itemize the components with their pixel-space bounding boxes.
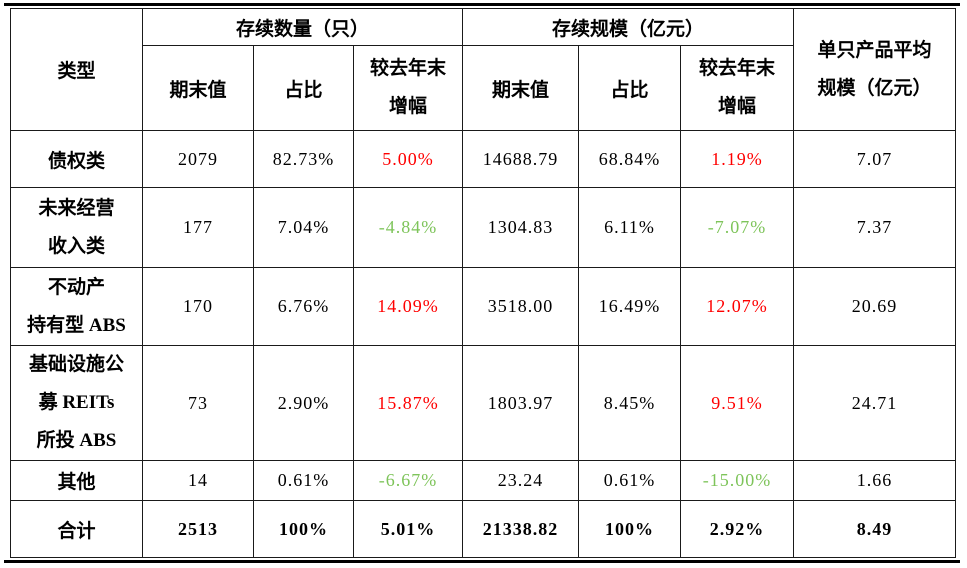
cell-scale-growth: -15.00% xyxy=(680,460,795,501)
cell-count-share: 6.76% xyxy=(253,267,354,346)
cell-scale-end: 3518.00 xyxy=(462,267,580,346)
cell-scale-growth: -7.07% xyxy=(680,187,795,268)
cell-scale-end: 21338.82 xyxy=(462,500,580,558)
cell-scale-share: 68.84% xyxy=(578,130,682,188)
column-header-count-growth: 较去年末 增幅 xyxy=(352,45,464,131)
table-row: 未来经营 收入类 177 7.04% -4.84% 1304.83 6.11% … xyxy=(10,187,957,268)
cell-count-end: 2513 xyxy=(142,500,254,558)
cell-avg-size: 20.69 xyxy=(793,267,957,346)
cell-scale-share: 100% xyxy=(578,500,682,558)
table-row: 不动产 持有型 ABS 170 6.76% 14.09% 3518.00 16.… xyxy=(10,267,957,346)
cell-scale-growth: 12.07% xyxy=(680,267,795,346)
column-header-count-share: 占比 xyxy=(253,45,354,131)
column-header-count-end: 期末值 xyxy=(142,45,254,131)
cell-avg-size: 1.66 xyxy=(793,460,957,501)
cell-scale-growth: 1.19% xyxy=(680,130,795,188)
bottom-rule xyxy=(4,560,960,563)
cell-count-growth: -6.67% xyxy=(352,460,464,501)
cell-scale-growth: 2.92% xyxy=(680,500,795,558)
cell-scale-share: 16.49% xyxy=(578,267,682,346)
cell-count-end: 177 xyxy=(142,187,254,268)
cell-count-growth: -4.84% xyxy=(352,187,464,268)
cell-count-share: 7.04% xyxy=(253,187,354,268)
column-header-scale-share: 占比 xyxy=(578,45,682,131)
cell-avg-size: 7.37 xyxy=(793,187,957,268)
column-group-scale: 存续规模（亿元） xyxy=(462,8,795,46)
cell-count-share: 0.61% xyxy=(253,460,354,501)
column-header-scale-growth: 较去年末 增幅 xyxy=(680,45,795,131)
cell-count-end: 2079 xyxy=(142,130,254,188)
table-row-total: 合计 2513 100% 5.01% 21338.82 100% 2.92% 8… xyxy=(10,500,957,558)
cell-scale-end: 23.24 xyxy=(462,460,580,501)
cell-scale-end: 14688.79 xyxy=(462,130,580,188)
cell-avg-size: 8.49 xyxy=(793,500,957,558)
table-row: 基础设施公 募 REITs 所投 ABS 73 2.90% 15.87% 180… xyxy=(10,345,957,461)
table-row: 其他 14 0.61% -6.67% 23.24 0.61% -15.00% 1… xyxy=(10,460,957,501)
cell-count-share: 82.73% xyxy=(253,130,354,188)
cell-count-growth: 5.00% xyxy=(352,130,464,188)
row-label: 基础设施公 募 REITs 所投 ABS xyxy=(10,345,143,461)
cell-count-end: 73 xyxy=(142,345,254,461)
column-header-avg-size: 单只产品平均 规模（亿元） xyxy=(793,8,957,131)
cell-count-growth: 14.09% xyxy=(352,267,464,346)
cell-count-growth: 15.87% xyxy=(352,345,464,461)
cell-avg-size: 24.71 xyxy=(793,345,957,461)
cell-avg-size: 7.07 xyxy=(793,130,957,188)
row-label: 不动产 持有型 ABS xyxy=(10,267,143,346)
table-row: 债权类 2079 82.73% 5.00% 14688.79 68.84% 1.… xyxy=(10,130,957,188)
column-header-scale-end: 期末值 xyxy=(462,45,580,131)
row-label: 未来经营 收入类 xyxy=(10,187,143,268)
cell-scale-end: 1304.83 xyxy=(462,187,580,268)
cell-count-end: 170 xyxy=(142,267,254,346)
cell-count-end: 14 xyxy=(142,460,254,501)
cell-count-share: 100% xyxy=(253,500,354,558)
row-label: 其他 xyxy=(10,460,143,501)
cell-scale-share: 8.45% xyxy=(578,345,682,461)
row-label: 债权类 xyxy=(10,130,143,188)
cell-scale-share: 0.61% xyxy=(578,460,682,501)
row-label: 合计 xyxy=(10,500,143,558)
cell-scale-growth: 9.51% xyxy=(680,345,795,461)
column-group-count: 存续数量（只） xyxy=(141,8,464,46)
cell-scale-end: 1803.97 xyxy=(462,345,580,461)
cell-scale-share: 6.11% xyxy=(578,187,682,268)
abs-products-table: 类型 存续数量（只） 存续规模（亿元） 单只产品平均 规模（亿元） 期末值 占比… xyxy=(10,8,957,558)
column-header-type: 类型 xyxy=(10,8,143,131)
cell-count-share: 2.90% xyxy=(253,345,354,461)
cell-count-growth: 5.01% xyxy=(352,500,464,558)
top-rule xyxy=(4,3,960,6)
